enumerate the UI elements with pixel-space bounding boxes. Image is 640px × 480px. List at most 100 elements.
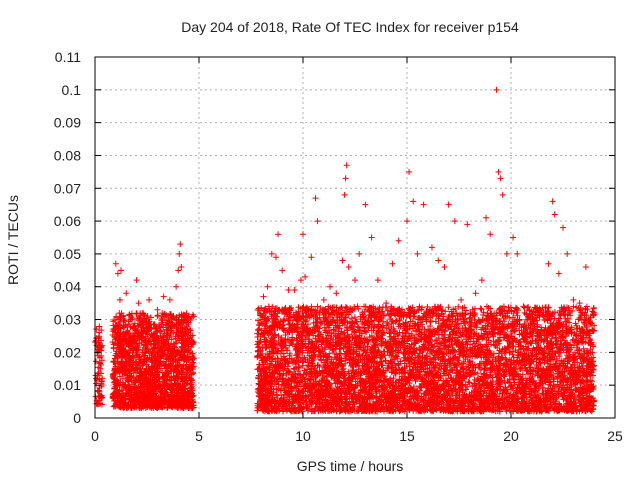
data-point — [121, 404, 128, 411]
data-point — [148, 372, 155, 379]
data-point — [121, 317, 128, 324]
data-point — [180, 317, 187, 324]
data-point — [170, 358, 177, 365]
data-point — [170, 340, 177, 347]
data-point — [149, 347, 156, 354]
data-point — [181, 402, 188, 409]
data-point — [157, 365, 164, 372]
data-point — [184, 391, 191, 398]
data-point — [143, 367, 150, 374]
data-point — [148, 403, 155, 410]
data-point — [137, 331, 144, 338]
data-point — [111, 325, 118, 332]
data-point — [180, 349, 187, 356]
data-point — [172, 367, 179, 374]
data-point — [167, 311, 174, 318]
data-point — [160, 378, 167, 385]
data-point — [151, 362, 158, 369]
data-point — [188, 377, 195, 384]
data-point — [94, 370, 101, 377]
data-point — [190, 370, 197, 377]
data-point — [139, 394, 146, 401]
data-point — [143, 333, 150, 340]
data-point — [141, 337, 148, 344]
data-point — [123, 329, 130, 336]
data-point — [176, 312, 183, 319]
data-point — [182, 324, 189, 331]
data-point — [116, 381, 123, 388]
data-point — [144, 326, 151, 333]
data-point — [121, 396, 128, 403]
data-point — [120, 335, 127, 342]
data-point — [184, 366, 191, 373]
data-point — [187, 376, 194, 383]
data-point — [167, 377, 174, 384]
data-point — [120, 345, 127, 352]
data-point — [465, 378, 472, 385]
data-point — [154, 403, 161, 410]
data-point — [165, 363, 172, 370]
data-point — [141, 401, 148, 408]
data-point — [135, 330, 142, 337]
data-point — [144, 313, 151, 320]
data-point — [95, 369, 102, 376]
data-point — [151, 358, 158, 365]
data-point — [154, 312, 161, 319]
data-point — [168, 368, 175, 375]
data-point — [125, 403, 132, 410]
data-point — [121, 352, 128, 359]
data-point — [98, 383, 105, 390]
data-point — [181, 341, 188, 348]
data-point — [113, 350, 120, 357]
data-point — [96, 343, 103, 350]
data-point — [189, 340, 196, 347]
data-point — [120, 405, 127, 412]
data-point — [155, 360, 162, 367]
data-point — [133, 398, 140, 405]
data-point — [128, 373, 135, 380]
data-point — [480, 311, 487, 318]
data-point — [570, 303, 577, 310]
data-point — [142, 349, 149, 356]
data-point — [93, 326, 100, 333]
data-point — [126, 370, 133, 377]
data-point — [474, 370, 481, 377]
data-point — [163, 326, 170, 333]
data-point — [185, 380, 192, 387]
data-point — [188, 394, 195, 401]
data-point — [154, 398, 161, 405]
data-point — [184, 399, 191, 406]
data-point — [187, 349, 194, 356]
data-point — [163, 382, 170, 389]
data-point — [166, 397, 173, 404]
data-point — [125, 342, 132, 349]
data-point — [161, 310, 168, 317]
data-point — [116, 403, 123, 410]
data-point — [125, 367, 132, 374]
data-point — [114, 402, 121, 409]
data-point — [159, 369, 166, 376]
data-point — [125, 362, 132, 369]
data-point — [525, 303, 532, 310]
data-point — [110, 341, 117, 348]
data-point — [112, 383, 119, 390]
data-point — [135, 354, 142, 361]
data-point — [143, 324, 150, 331]
data-point — [182, 355, 189, 362]
data-point — [147, 321, 154, 328]
data-point — [126, 361, 133, 368]
data-point — [477, 305, 484, 312]
data-point — [137, 369, 144, 376]
data-point — [185, 343, 192, 350]
data-point — [134, 346, 141, 353]
data-point — [172, 335, 179, 342]
data-point — [187, 327, 194, 334]
data-point — [182, 342, 189, 349]
data-point — [131, 383, 138, 390]
data-point — [99, 375, 106, 382]
data-point — [153, 329, 160, 336]
data-point — [135, 314, 142, 321]
data-point — [128, 405, 135, 412]
data-point — [169, 350, 176, 357]
